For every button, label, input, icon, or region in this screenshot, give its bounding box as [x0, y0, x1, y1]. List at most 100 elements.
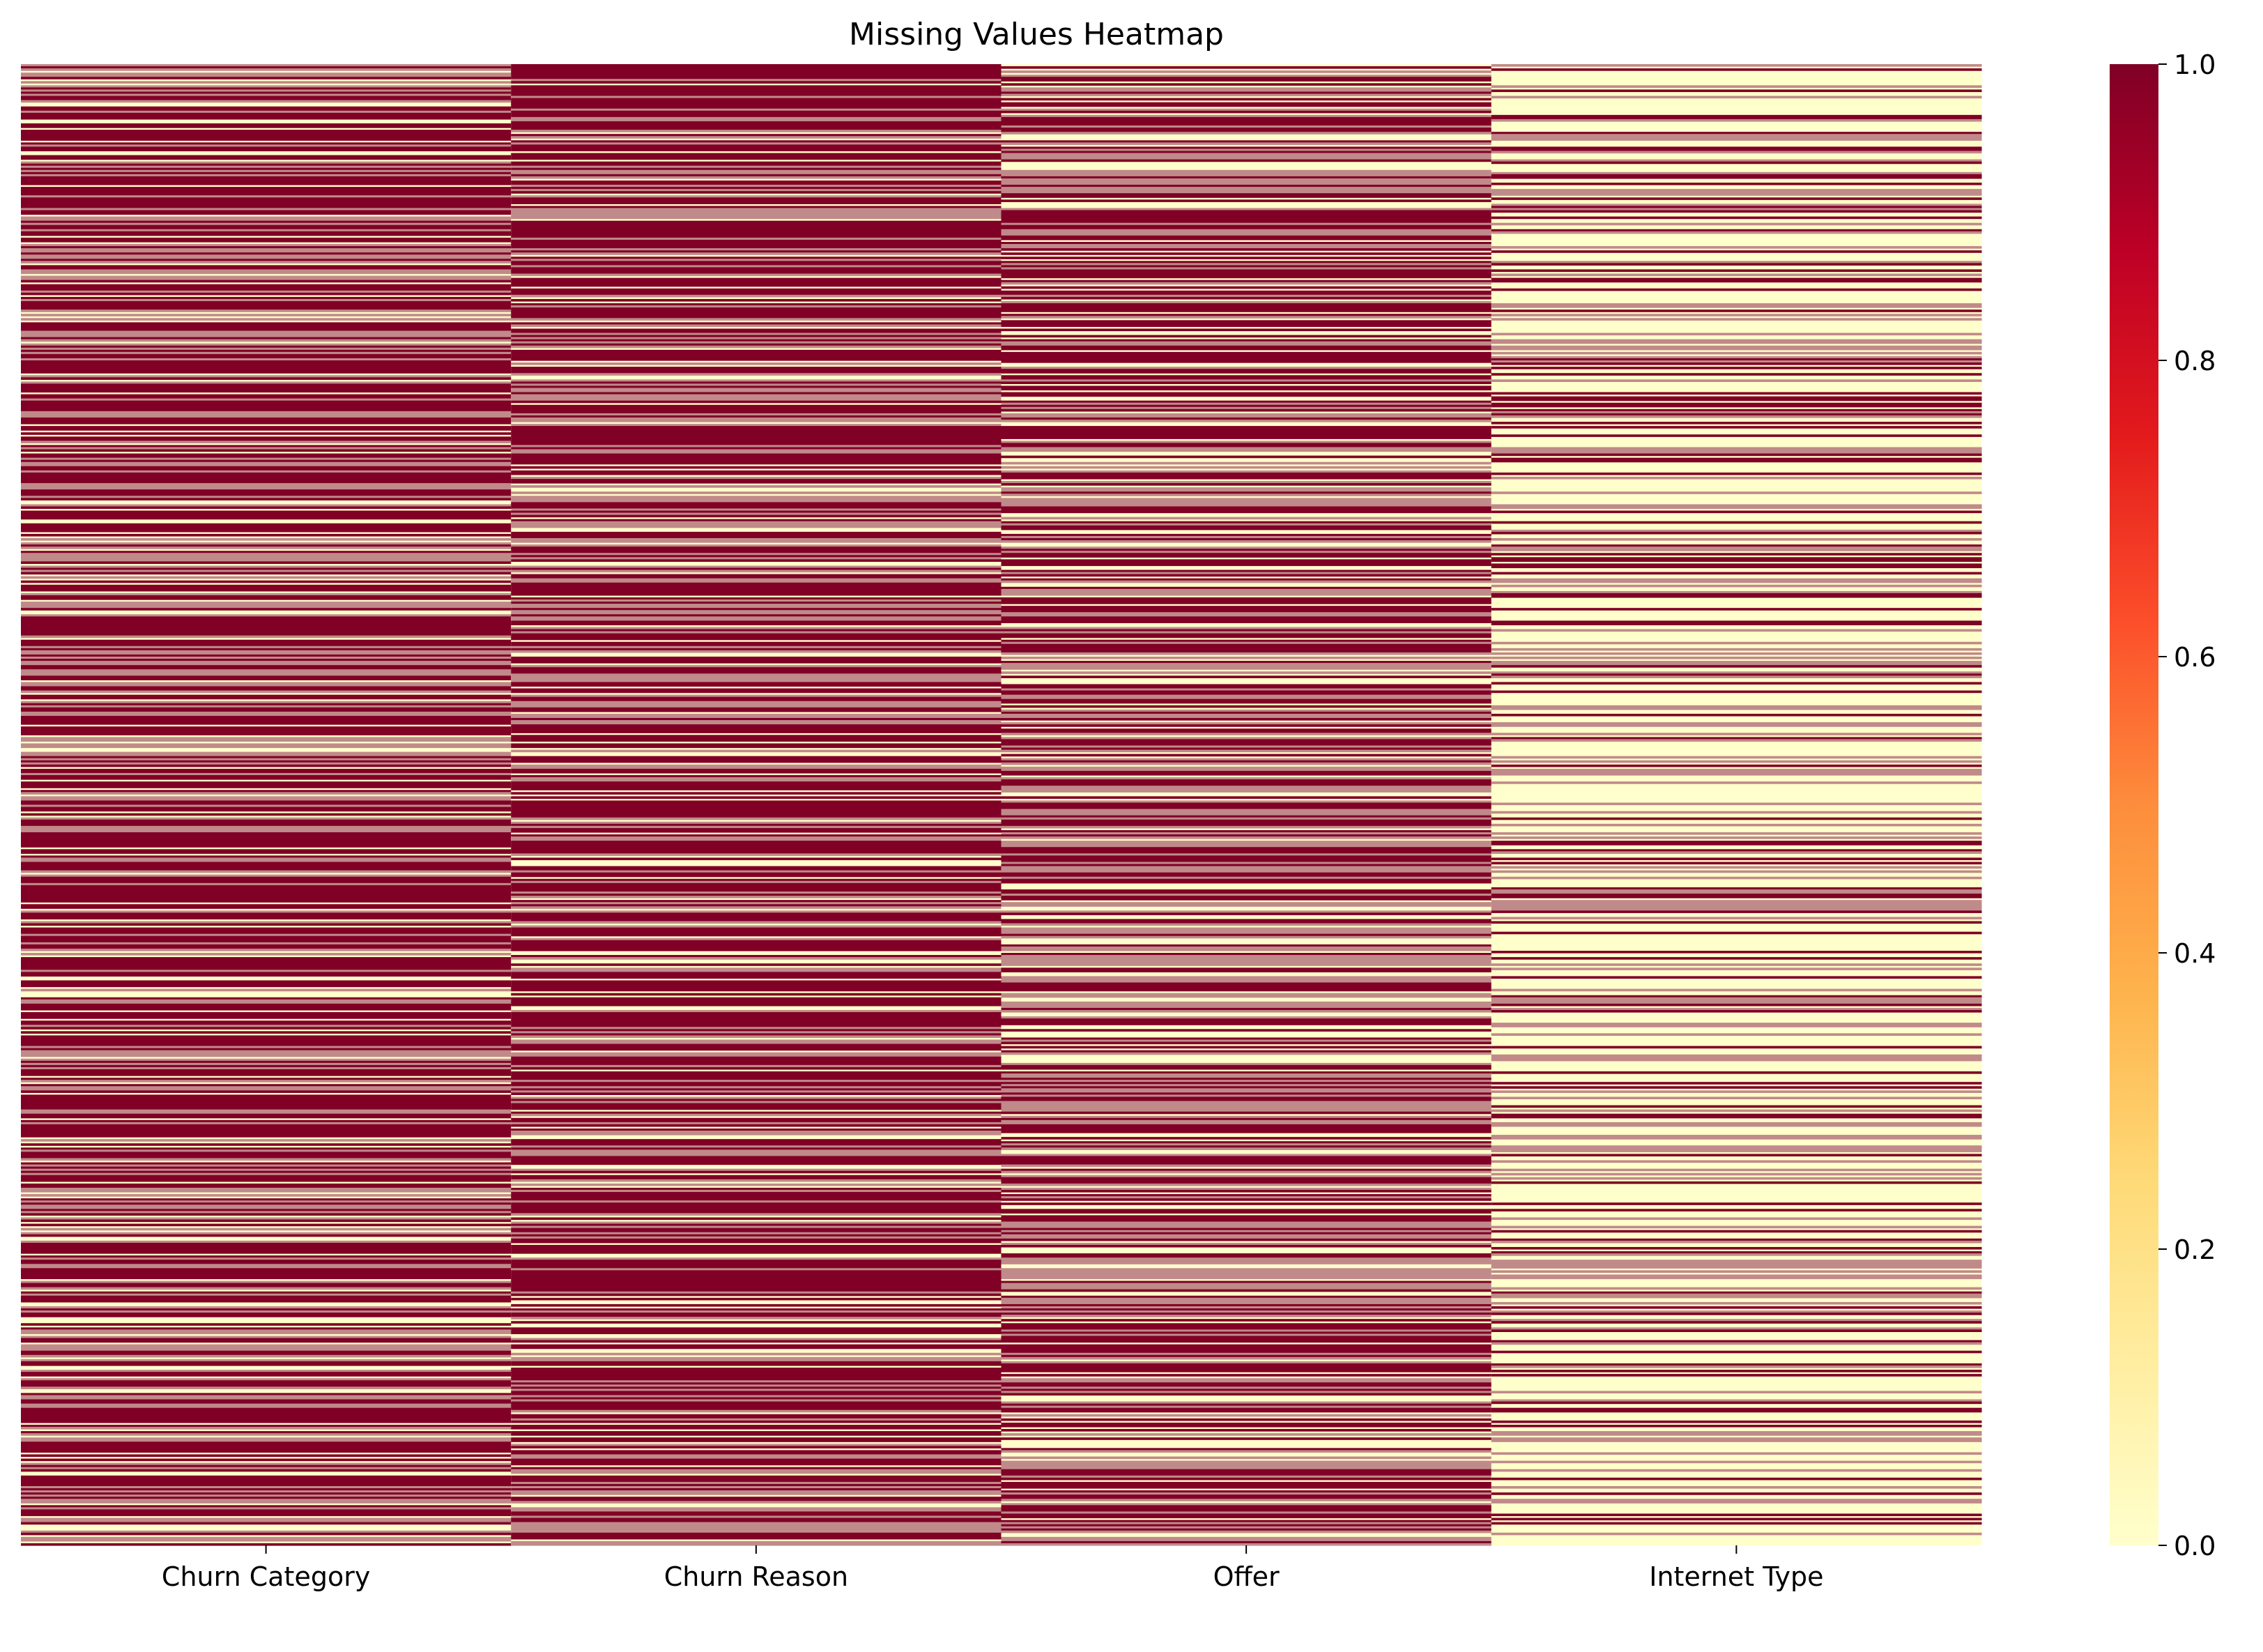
heatmap-cell — [21, 1511, 512, 1515]
heatmap-cell — [21, 825, 512, 829]
colorbar-tick-label: 1.0 — [2174, 49, 2216, 80]
heatmap-cell — [1001, 171, 1492, 175]
heatmap-cell — [511, 476, 1002, 480]
heatmap-cell — [1001, 233, 1492, 236]
heatmap-cell — [1001, 210, 1492, 213]
heatmap-cell — [21, 1374, 512, 1377]
heatmap-cell — [21, 1399, 512, 1402]
heatmap-cell — [1001, 1105, 1492, 1108]
heatmap-cell — [511, 1240, 1002, 1244]
x-axis: Churn Category Churn Reason Offer Internet … — [162, 1545, 1824, 1592]
heatmap-cell — [511, 104, 1002, 107]
heatmap-cell — [21, 1131, 512, 1133]
heatmap-cell — [21, 233, 512, 236]
heatmap-cell — [21, 553, 512, 556]
heatmap-cell — [1001, 91, 1492, 95]
heatmap-cell — [1001, 110, 1492, 114]
heatmap-cell — [1491, 1270, 1982, 1273]
heatmap-cell — [1001, 415, 1492, 418]
heatmap-cell — [511, 1481, 1002, 1485]
heatmap-cell — [21, 878, 512, 882]
heatmap-cell — [511, 95, 1002, 99]
heatmap-cell — [511, 294, 1002, 298]
heatmap-cell — [511, 1111, 1002, 1115]
heatmap-cell — [1491, 1172, 1982, 1176]
x-tick-label: Churn Category — [162, 1561, 370, 1592]
heatmap-cell — [1491, 451, 1982, 454]
heatmap-cell — [511, 1084, 1002, 1087]
heatmap-cell — [1001, 705, 1492, 708]
heatmap-cell — [1491, 411, 1982, 414]
heatmap-cell — [21, 1246, 512, 1250]
heatmap-cell — [21, 1113, 512, 1117]
heatmap-cell — [511, 1427, 1002, 1430]
heatmap-cell — [1001, 104, 1492, 107]
heatmap-cell — [21, 1101, 512, 1104]
heatmap-cell — [21, 396, 512, 399]
heatmap-cell — [1001, 627, 1492, 630]
heatmap-cell — [1001, 1141, 1492, 1144]
heatmap-cell — [1491, 1251, 1982, 1254]
heatmap-cell — [511, 1376, 1002, 1379]
heatmap-cell — [21, 187, 512, 190]
heatmap-cell — [511, 343, 1002, 346]
heatmap-cell — [511, 618, 1002, 621]
heatmap-cell — [1001, 224, 1492, 228]
heatmap-cell — [511, 271, 1002, 275]
heatmap-cell — [1001, 1538, 1492, 1542]
heatmap-cell — [511, 968, 1002, 970]
heatmap-cell — [1491, 887, 1982, 890]
heatmap-cell — [1001, 443, 1492, 446]
heatmap-cell — [21, 445, 512, 448]
heatmap-cell — [511, 239, 1002, 243]
heatmap-cell — [21, 1501, 512, 1504]
heatmap-cell — [1491, 682, 1982, 685]
heatmap-cell — [1001, 1477, 1492, 1481]
heatmap-cell — [511, 79, 1002, 82]
heatmap-cell — [1001, 400, 1492, 404]
heatmap-cell — [21, 288, 512, 291]
heatmap-cell — [511, 1060, 1002, 1064]
heatmap-cell — [511, 1117, 1002, 1121]
heatmap-cell — [21, 1217, 512, 1221]
heatmap-cell — [511, 244, 1002, 247]
heatmap-cell — [511, 1122, 1002, 1125]
heatmap-cell — [1491, 733, 1982, 735]
heatmap-cell — [511, 214, 1002, 217]
heatmap-cell — [1491, 197, 1982, 200]
heatmap-cell — [511, 77, 1002, 79]
heatmap-cell — [21, 997, 512, 1000]
heatmap-cell — [21, 1414, 512, 1417]
heatmap-cell — [1001, 494, 1492, 496]
heatmap-cell — [1001, 1462, 1492, 1466]
heatmap-cell — [1001, 671, 1492, 674]
heatmap-cell — [511, 426, 1002, 429]
heatmap-cell — [511, 1080, 1002, 1083]
heatmap-cell — [511, 1287, 1002, 1290]
heatmap-cell — [511, 400, 1002, 404]
heatmap-cell — [511, 1456, 1002, 1460]
heatmap-cell — [511, 887, 1002, 890]
heatmap-cell — [21, 476, 512, 480]
heatmap-cell — [1491, 1253, 1982, 1256]
heatmap-cell — [1491, 118, 1982, 122]
heatmap-cell — [1001, 739, 1492, 742]
heatmap-cell — [21, 1185, 512, 1188]
heatmap-cell — [1001, 1460, 1492, 1464]
heatmap-cell — [1491, 1181, 1982, 1184]
heatmap-cell — [1001, 1285, 1492, 1288]
heatmap-cell — [21, 1152, 512, 1154]
heatmap-cell — [511, 1297, 1002, 1301]
heatmap-cell — [1001, 420, 1492, 422]
heatmap-cell — [511, 398, 1002, 401]
heatmap-cell — [511, 716, 1002, 719]
heatmap-cell — [511, 1232, 1002, 1235]
heatmap-cell — [1001, 995, 1492, 998]
heatmap-cell — [1491, 341, 1982, 344]
heatmap-cell — [511, 684, 1002, 687]
heatmap-cell — [511, 142, 1002, 145]
heatmap-cell — [511, 108, 1002, 112]
heatmap-cell — [1001, 643, 1492, 647]
heatmap-cell — [511, 1014, 1002, 1017]
heatmap-cell — [1001, 510, 1492, 514]
